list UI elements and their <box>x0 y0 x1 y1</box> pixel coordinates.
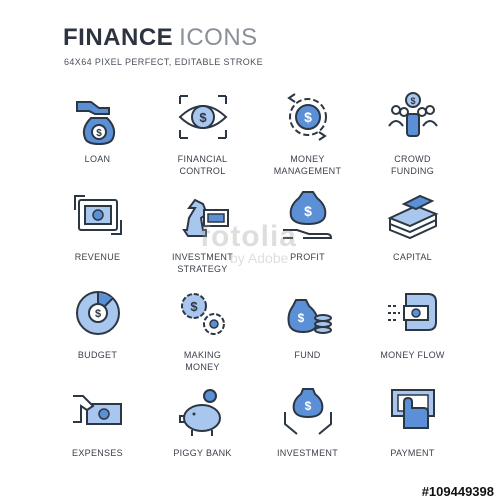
icon-tile: $ FUND <box>255 284 360 382</box>
icon-label-line: FINANCIAL <box>177 154 228 164</box>
icon-tile: $ MONEY MANAGEMENT <box>255 88 360 186</box>
icon-label-line: INVESTMENT <box>171 252 233 262</box>
svg-text:$: $ <box>304 203 312 219</box>
icon-label-line: MANAGEMENT <box>273 166 342 176</box>
icon-tile: INVESTMENT STRATEGY <box>150 186 255 284</box>
icon-label-line: FUND <box>294 350 321 360</box>
budget-icon: $ <box>76 291 120 335</box>
icon-label: MAKING MONEY <box>150 349 255 373</box>
piggy-bank-icon <box>179 389 221 436</box>
svg-text:$: $ <box>95 308 101 320</box>
icon-tile: MONEY FLOW <box>360 284 465 382</box>
icon-grid: $ LOAN $ FINANCIAL CONTROL $ MONEY MANAGEMEN… <box>45 88 465 480</box>
icon-label: FINANCIAL CONTROL <box>150 153 255 177</box>
crowd-funding-icon: $ <box>388 92 438 137</box>
icon-tile: PIGGY BANK <box>150 382 255 480</box>
svg-text:$: $ <box>190 299 198 314</box>
revenue-icon <box>74 195 122 235</box>
fund-icon: $ <box>287 299 332 334</box>
title-light: ICONS <box>179 24 258 51</box>
title-bold: FINANCE <box>63 24 174 51</box>
page-title: FINANCE ICONS <box>63 24 258 52</box>
icon-label-line: PROFIT <box>290 252 325 262</box>
money-management-icon: $ <box>287 93 327 141</box>
icon-label-line: LOAN <box>84 154 111 164</box>
icon-label: CAPITAL <box>360 251 465 263</box>
icon-tile: $ BUDGET <box>45 284 150 382</box>
icon-label: EXPENSES <box>45 447 150 459</box>
icon-label-line: INVESTMENT <box>276 448 338 458</box>
svg-text:$: $ <box>410 96 415 106</box>
icon-label: INVESTMENT <box>255 447 360 459</box>
icon-tile: $ INVESTMENT <box>255 382 360 480</box>
svg-text:$: $ <box>199 110 207 125</box>
financial-control-icon: $ <box>178 95 228 139</box>
icon-label-line: FUNDING <box>390 166 435 176</box>
svg-text:$: $ <box>96 128 102 139</box>
making-money-icon: $ <box>181 293 225 335</box>
investment-icon: $ <box>284 388 332 435</box>
expenses-icon <box>73 395 122 425</box>
icon-tile: REVENUE <box>45 186 150 284</box>
icon-tile: $ MAKING MONEY <box>150 284 255 382</box>
money-flow-icon <box>388 293 437 331</box>
icon-label: FUND <box>255 349 360 361</box>
payment-icon <box>391 389 435 429</box>
icon-label-line: REVENUE <box>74 252 121 262</box>
icon-label-line: PIGGY BANK <box>173 448 232 458</box>
stock-id: #109449398 <box>421 484 494 499</box>
icon-label-line: STRATEGY <box>177 264 228 274</box>
icon-tile: PAYMENT <box>360 382 465 480</box>
icon-label-line: MONEY <box>290 154 325 164</box>
icon-label-line: CAPITAL <box>393 252 432 262</box>
icon-tile: $ FINANCIAL CONTROL <box>150 88 255 186</box>
page-subtitle: 64X64 PIXEL PERFECT, EDITABLE STROKE <box>64 57 263 67</box>
icon-label-line: MONEY FLOW <box>380 350 445 360</box>
icon-tile: $ LOAN <box>45 88 150 186</box>
icon-label: INVESTMENT STRATEGY <box>150 251 255 275</box>
icon-tile: EXPENSES <box>45 382 150 480</box>
icon-label-line: CROWD <box>394 154 431 164</box>
icon-label: PIGGY BANK <box>150 447 255 459</box>
icon-label-line: MAKING <box>183 350 222 360</box>
icon-label-line: MONEY <box>185 362 220 372</box>
svg-text:$: $ <box>305 399 312 413</box>
icon-label: MONEY FLOW <box>360 349 465 361</box>
icon-label: LOAN <box>45 153 150 165</box>
icon-label: CROWD FUNDING <box>360 153 465 177</box>
icon-label: MONEY MANAGEMENT <box>255 153 360 177</box>
icon-label: PAYMENT <box>360 447 465 459</box>
svg-text:$: $ <box>304 109 312 125</box>
capital-icon <box>387 194 439 240</box>
investment-strategy-icon <box>182 198 229 237</box>
icon-tile: $ PROFIT <box>255 186 360 284</box>
profit-icon: $ <box>283 191 333 239</box>
icon-label: REVENUE <box>45 251 150 263</box>
svg-text:$: $ <box>298 311 305 325</box>
icon-label-line: EXPENSES <box>72 448 123 458</box>
icon-tile: $ CROWD FUNDING <box>360 88 465 186</box>
icon-label: BUDGET <box>45 349 150 361</box>
icon-label-line: CONTROL <box>179 166 226 176</box>
icon-label-line: BUDGET <box>77 350 118 360</box>
loan-icon: $ <box>76 101 116 146</box>
stock-id-bar: #109449398 <box>0 484 500 500</box>
icon-label: PROFIT <box>255 251 360 263</box>
icon-tile: CAPITAL <box>360 186 465 284</box>
icon-label-line: PAYMENT <box>390 448 435 458</box>
